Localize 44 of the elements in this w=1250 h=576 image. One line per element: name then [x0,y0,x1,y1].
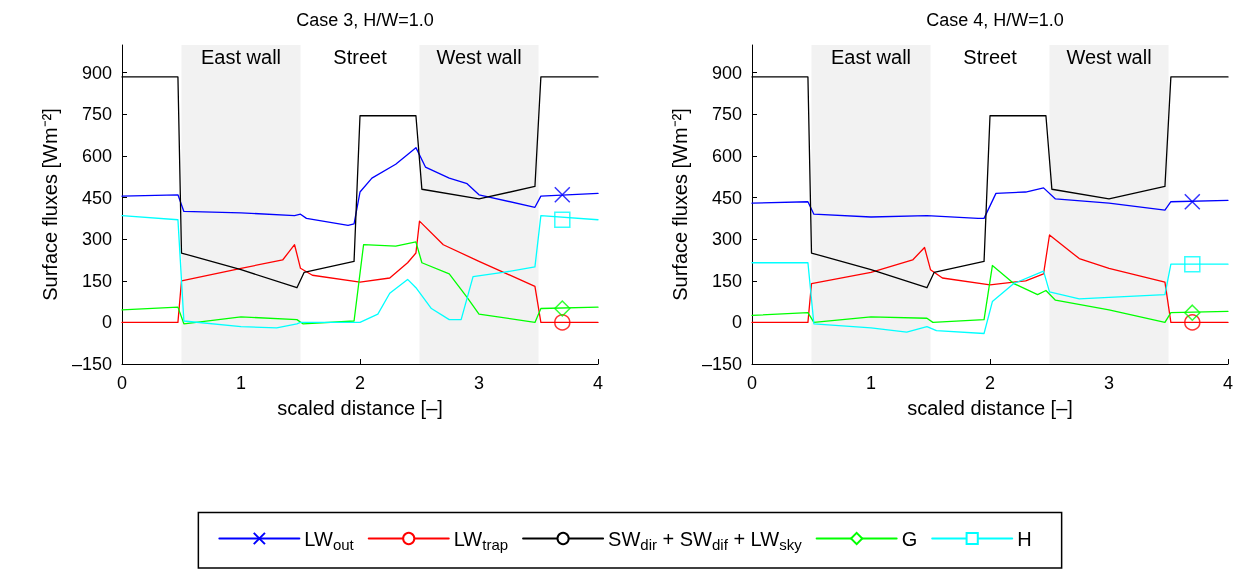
band-label: West wall [1066,46,1152,68]
y-tick-label: –150 [701,354,742,374]
x-axis-title: scaled distance [–] [907,397,1073,419]
y-tick-label: 450 [711,187,742,208]
chart-title: Case 4, H/W=1.0 [926,10,1064,30]
line-series [121,146,599,226]
y-tick-label: 750 [81,104,112,125]
y-tick-label: 300 [711,229,742,250]
y-tick-label: 750 [711,104,742,125]
x-tick-label: 1 [865,373,877,393]
legend-label: G [901,527,918,550]
x-tick-label: 2 [354,373,366,393]
line-series [121,241,599,325]
line-series [751,187,1229,220]
y-tick-label: 150 [81,270,112,291]
annotation: Street [963,46,1018,68]
y-tick-label: 900 [81,62,112,83]
band-label: West wall [436,46,522,68]
y-tick-label: 0 [731,312,742,333]
y-tick-label: –150 [71,354,112,374]
chart-title: Case 3, H/W=1.0 [296,10,434,30]
x-tick-label: 3 [1103,373,1115,393]
y-tick-label: 300 [81,229,112,250]
y-axis-title: Surface fluxes [Wm⁻²] [39,108,61,301]
y-tick-label: 900 [711,62,742,83]
band-label: East wall [830,46,912,68]
y-axis-title: Surface fluxes [Wm⁻²] [669,108,691,301]
x-tick-label: 1 [235,373,247,393]
band-label: East wall [200,46,282,68]
y-tick-label: 600 [711,145,742,166]
y-tick-label: 0 [101,312,112,333]
y-tick-label: 150 [711,270,742,291]
x-tick-label: 2 [984,373,996,393]
legend-label: H [1017,527,1032,550]
x-tick-label: 0 [746,373,758,393]
x-tick-label: 4 [1222,373,1234,393]
x-axis-title: scaled distance [–] [277,397,443,419]
x-tick-label: 3 [473,373,485,393]
y-tick-label: 450 [81,187,112,208]
y-tick-label: 600 [81,145,112,166]
annotation: Street [333,46,388,68]
x-tick-label: 4 [592,373,604,393]
line-series [751,264,1229,324]
x-tick-label: 0 [116,373,128,393]
